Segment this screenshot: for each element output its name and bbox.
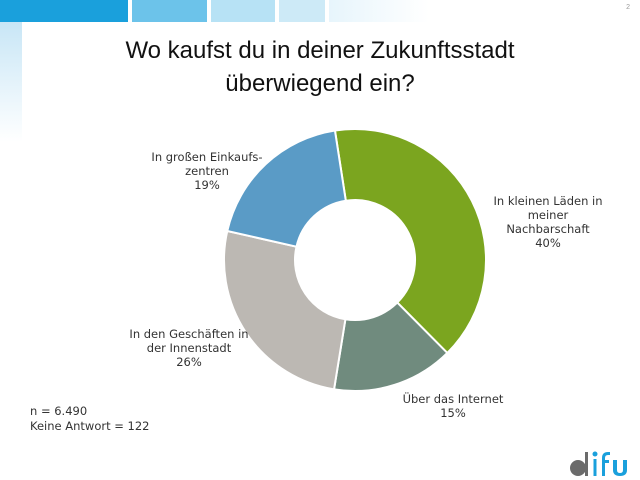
slice-value-label: 15% [440,406,466,420]
left-edge-gradient [0,22,22,142]
slice-label-line: In großen Einkaufs- [151,150,263,164]
header-band-fade [329,0,429,22]
slice-innenstadt [223,229,347,391]
title-line-2: überwiegend ein? [225,70,415,97]
slice-value-label: 40% [535,236,561,250]
slice-nachbarschaft [333,128,487,355]
difu-logo: difu [570,451,627,476]
slice-label-line: der Innenstadt [146,341,232,355]
slice-label-nachbarschaft: In kleinen Läden in meiner Nachbarschaft… [488,194,608,250]
header-band-2 [132,0,207,22]
page-number: 2 [626,4,630,11]
slice-einkaufszentren [226,129,347,248]
slice-label-internet: Über das Internet 15% [378,392,528,420]
title-line-1: Wo kaufst du in deiner Zukunftsstadt [125,37,515,64]
slice-label-line: zentren [185,164,229,178]
slide-title: Wo kaufst du in deiner Zukunftsstadt übe… [60,34,580,100]
slice-label-line: In den Geschäften in [129,327,249,341]
header-band-1 [0,0,128,22]
header-band-3 [211,0,275,22]
slice-label-einkaufszentren: In großen Einkaufs- zentren 19% [132,150,282,192]
slice-label-line: meiner [527,208,569,222]
slice-label-line: Über das Internet [402,392,504,406]
sample-size-note: n = 6.490 Keine Antwort = 122 [30,404,150,434]
header-band-4 [279,0,325,22]
slice-label-innenstadt: In den Geschäften in der Innenstadt 26% [108,327,270,369]
slice-value-label: 26% [176,355,202,369]
slice-value-label: 19% [194,178,220,192]
slice-label-line: Nachbarschaft [506,222,590,236]
sample-size: n = 6.490 [30,404,88,418]
slice-label-line: In kleinen Läden in [493,194,603,208]
no-answer-count: Keine Antwort = 122 [30,419,150,433]
